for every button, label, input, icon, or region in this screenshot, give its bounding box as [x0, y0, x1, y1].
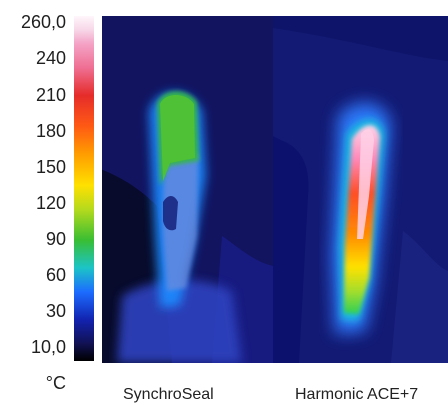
- scale-tick-150: 150: [35, 157, 66, 177]
- scale-tick-120: 120: [35, 193, 66, 213]
- caption-harmonic-ace: Harmonic ACE+7: [295, 386, 419, 403]
- scale-tick-60: 60: [45, 265, 66, 285]
- scale-tick-10: 10,0: [30, 337, 66, 357]
- scale-tick-30: 30: [45, 301, 66, 321]
- harmonic-ace-heatmap: [273, 16, 448, 363]
- scale-tick-240: 240: [35, 48, 66, 68]
- synchroseal-heatmap: [102, 16, 273, 363]
- caption-synchroseal: SynchroSeal: [123, 386, 214, 403]
- scale-tick-260: 260,0: [20, 12, 66, 32]
- scale-tick-210: 210: [35, 85, 66, 105]
- scale-unit: °C: [45, 373, 66, 393]
- scale-tick-180: 180: [35, 121, 66, 141]
- temperature-scale-bar: [74, 16, 94, 361]
- thermal-image-synchroseal: [102, 16, 273, 363]
- thermal-image-harmonic-ace: [273, 16, 448, 363]
- scale-tick-90: 90: [45, 229, 66, 249]
